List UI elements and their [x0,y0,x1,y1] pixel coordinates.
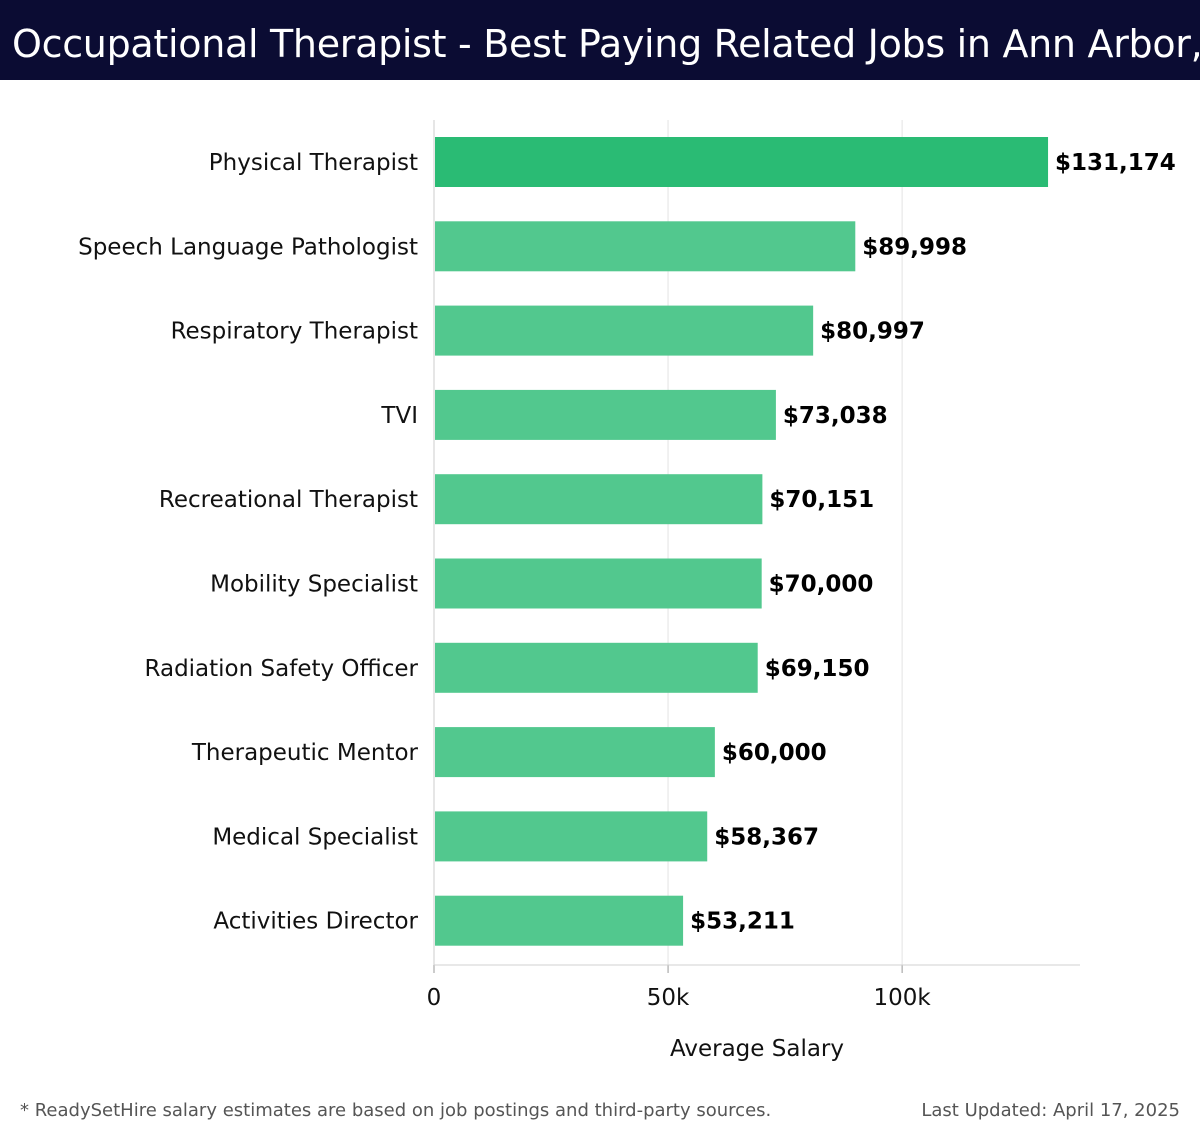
value-label: $89,998 [862,234,967,260]
bar [435,474,763,525]
bar [435,389,776,440]
bars [435,137,1049,946]
bar [435,811,708,862]
category-label: Speech Language Pathologist [78,234,418,260]
bar [435,137,1049,187]
category-label: Therapeutic Mentor [191,740,419,766]
x-axis: 0 50k 100k [427,120,1080,1011]
x-tick-label: 0 [427,985,442,1011]
value-label: $69,150 [765,656,870,682]
value-labels: $131,174 $89,998 $80,997 $73,038 $70,151 $70,… [690,150,1176,935]
x-tick-label: 50k [647,985,690,1011]
chart-title: Occupational Therapist - Best Paying Rel… [12,22,1200,66]
bar [435,727,715,778]
category-label: Recreational Therapist [159,487,418,513]
value-label: $80,997 [820,319,925,345]
chart-header: Occupational Therapist - Best Paying Rel… [0,0,1200,80]
value-label: $58,367 [714,824,819,850]
value-label: $70,151 [769,487,874,513]
value-label: $60,000 [722,740,827,766]
bar [435,642,758,693]
bar [435,305,814,356]
x-axis-title: Average Salary [670,1036,844,1062]
category-label: Mobility Specialist [210,572,418,598]
footnote: * ReadySetHire salary estimates are base… [20,1100,772,1121]
category-labels: Physical Therapist Speech Language Pathol… [78,150,418,935]
last-updated: Last Updated: April 17, 2025 [921,1100,1180,1121]
value-label: $53,211 [690,909,795,935]
x-tick-label: 100k [873,985,931,1011]
category-label: Medical Specialist [212,824,418,850]
value-label: $73,038 [783,403,888,429]
bar [435,895,684,946]
value-label: $131,174 [1055,150,1176,176]
category-label: Physical Therapist [209,150,418,176]
category-label: TVI [380,403,418,429]
category-label: Activities Director [213,909,418,935]
value-label: $70,000 [769,572,874,598]
salary-bar-chart: Physical Therapist Speech Language Pathol… [78,120,1176,1062]
bar [435,221,856,272]
category-label: Radiation Safety Officer [145,656,419,682]
category-label: Respiratory Therapist [171,319,418,345]
bar [435,558,762,609]
